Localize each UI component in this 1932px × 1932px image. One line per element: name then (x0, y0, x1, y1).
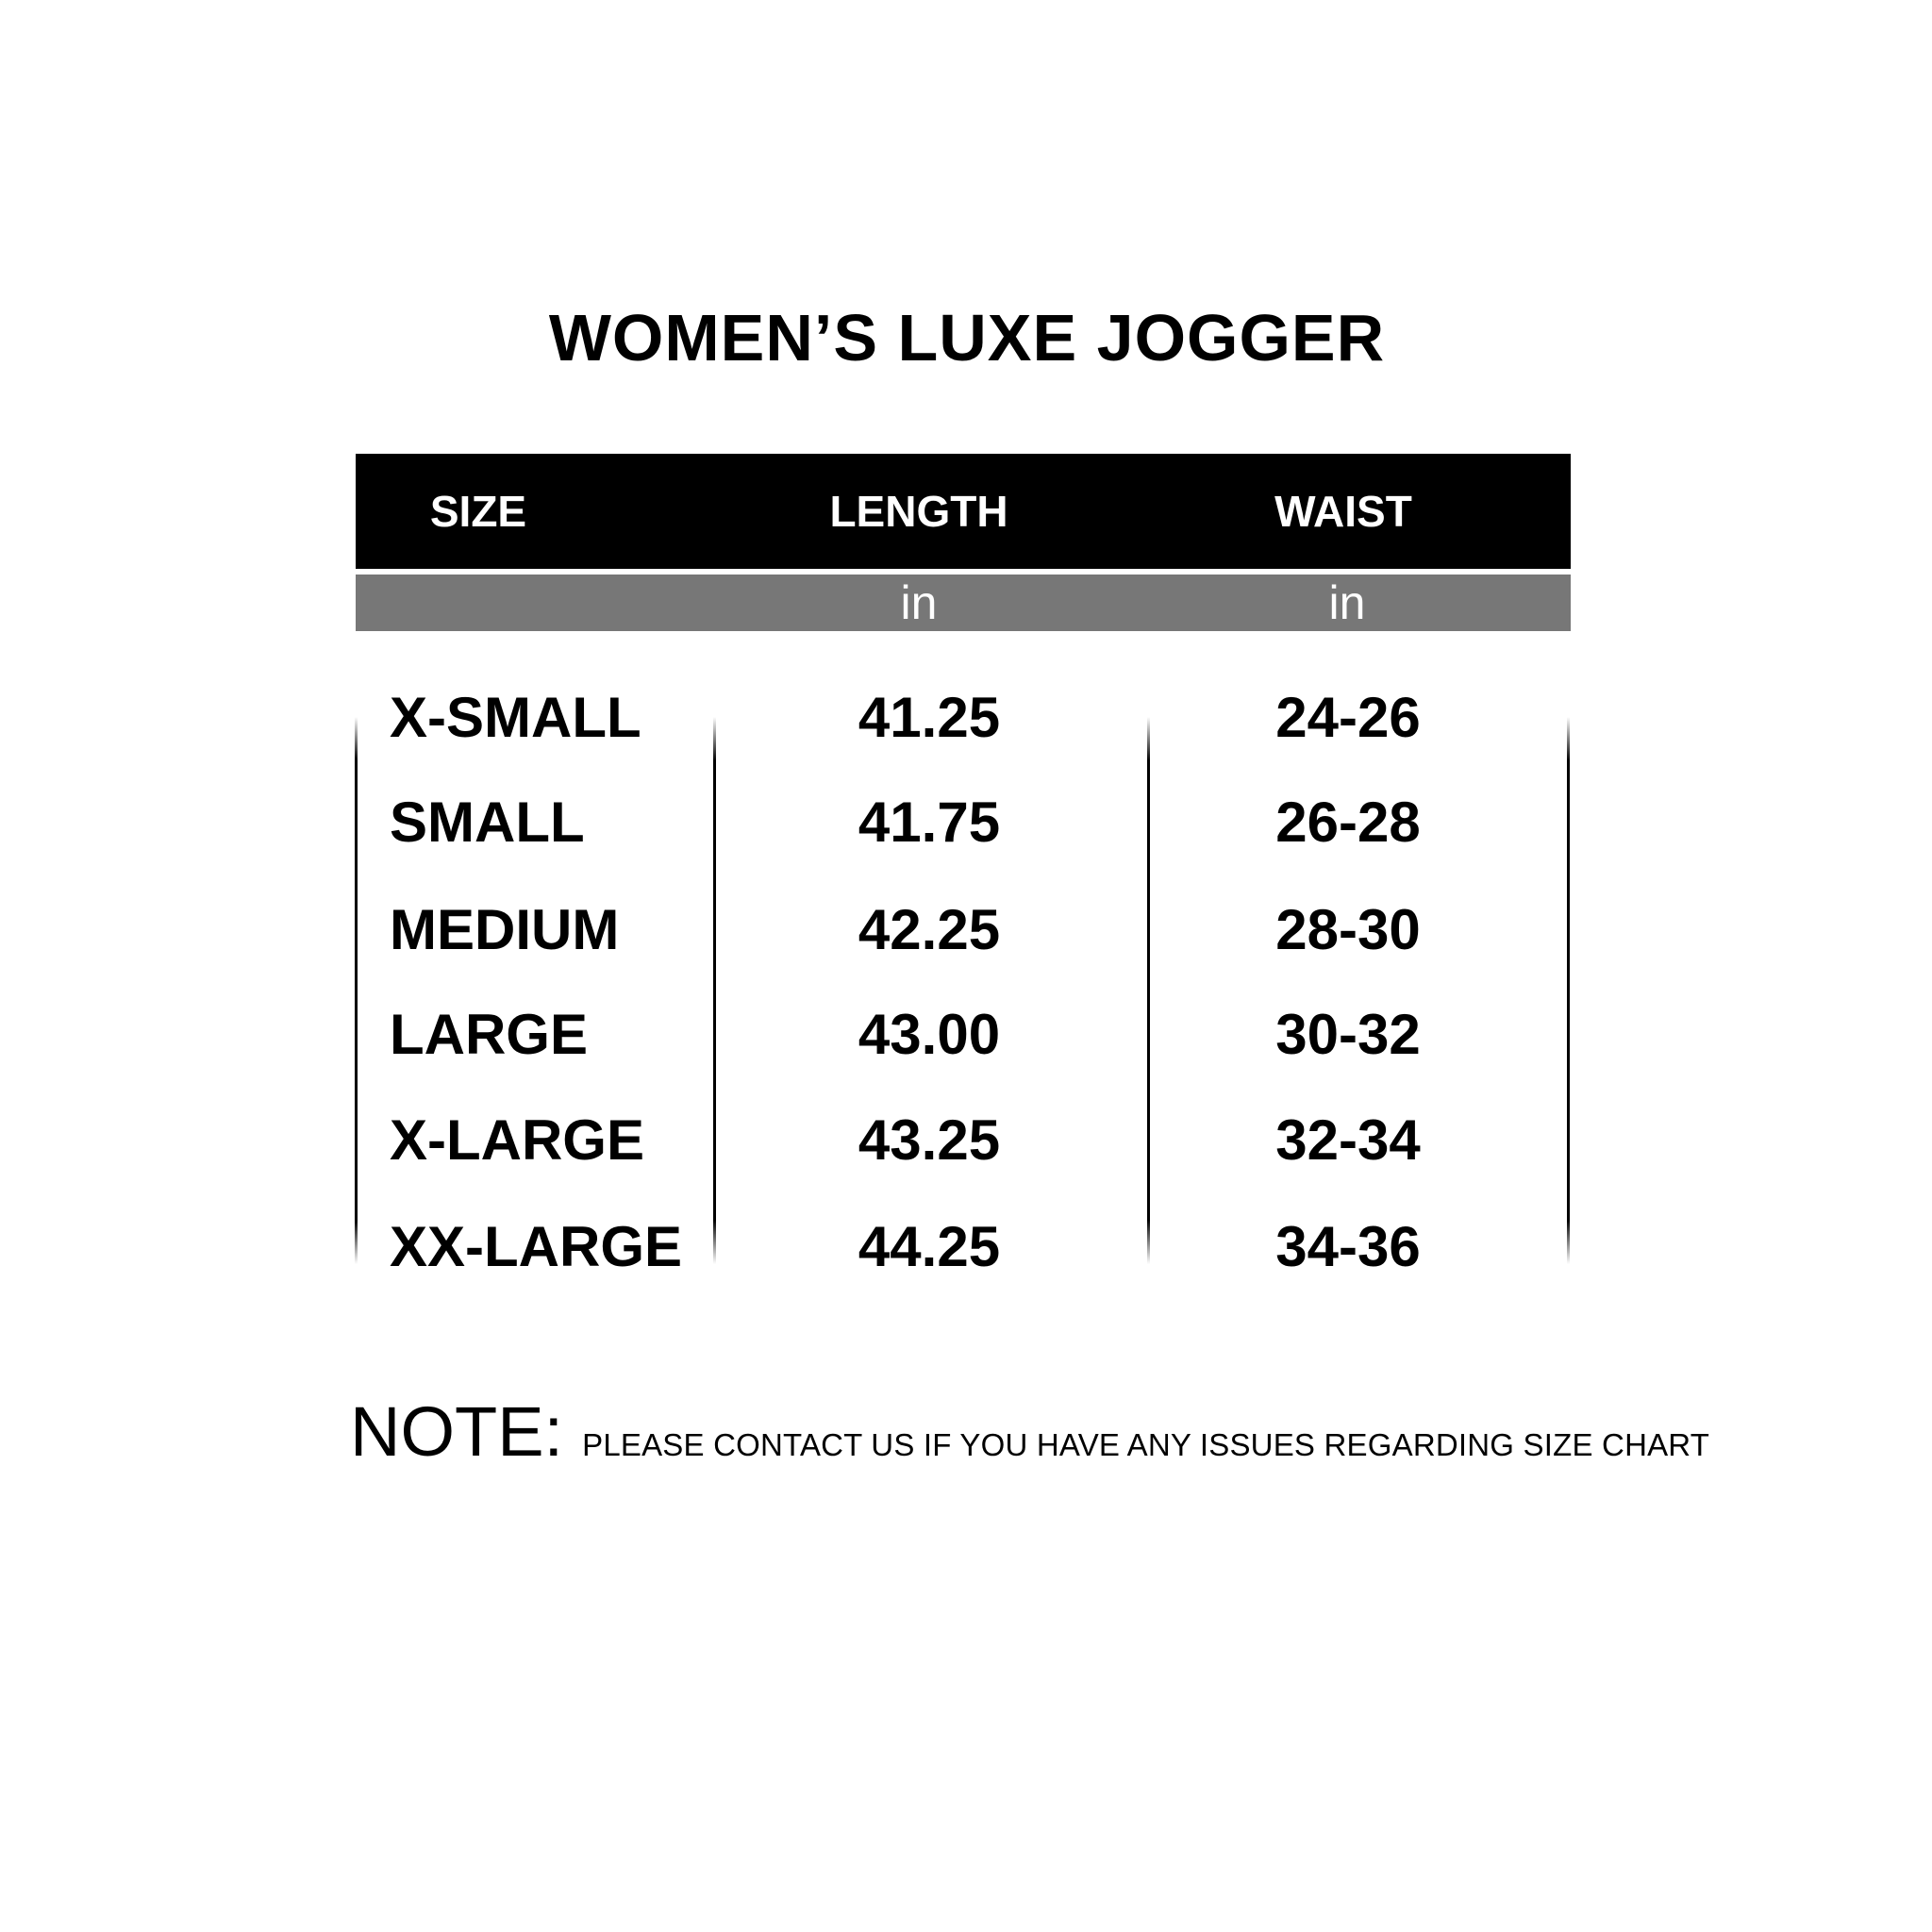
size-cell: X-LARGE (390, 1108, 644, 1172)
table-row: SMALL 41.75 26-28 (0, 775, 1932, 870)
waist-cell: 30-32 (1275, 1003, 1421, 1066)
page-title: WOMEN’S LUXE JOGGER (548, 301, 1386, 375)
size-cell: X-SMALL (390, 686, 641, 749)
header-waist: WAIST (1274, 487, 1412, 536)
table-header: SIZE LENGTH WAIST (356, 454, 1571, 569)
column-divider (713, 717, 716, 1264)
size-cell: MEDIUM (390, 898, 620, 961)
column-divider (1147, 717, 1150, 1264)
table-row: X-LARGE 43.25 32-34 (0, 1093, 1932, 1188)
note-label: NOTE: (350, 1392, 564, 1471)
size-cell: XX-LARGE (390, 1215, 683, 1278)
length-cell: 43.25 (858, 1108, 1001, 1172)
note: NOTE: PLEASE CONTACT US IF YOU HAVE ANY I… (350, 1391, 1709, 1472)
table-row: XX-LARGE 44.25 34-36 (0, 1200, 1932, 1294)
header-size: SIZE (429, 487, 527, 536)
length-cell: 41.75 (858, 791, 1001, 854)
length-cell: 42.25 (858, 898, 1001, 961)
table-row: X-SMALL 41.25 24-26 (0, 671, 1932, 765)
size-cell: LARGE (390, 1003, 588, 1066)
waist-cell: 34-36 (1275, 1215, 1421, 1278)
units-row: in in (356, 575, 1571, 631)
note-text: PLEASE CONTACT US IF YOU HAVE ANY ISSUES… (582, 1427, 1710, 1462)
unit-waist: in (1328, 576, 1366, 629)
waist-cell: 24-26 (1275, 686, 1421, 749)
column-divider (1567, 717, 1570, 1264)
size-cell: SMALL (390, 791, 585, 854)
length-cell: 44.25 (858, 1215, 1001, 1278)
waist-cell: 28-30 (1275, 898, 1421, 961)
length-cell: 43.00 (858, 1003, 1001, 1066)
waist-cell: 32-34 (1275, 1108, 1421, 1172)
table-row: LARGE 43.00 30-32 (0, 988, 1932, 1082)
length-cell: 41.25 (858, 686, 1001, 749)
unit-length: in (900, 576, 938, 629)
table-row: MEDIUM 42.25 28-30 (0, 883, 1932, 977)
header-length: LENGTH (829, 487, 1008, 536)
column-divider (355, 717, 358, 1264)
waist-cell: 26-28 (1275, 791, 1421, 854)
